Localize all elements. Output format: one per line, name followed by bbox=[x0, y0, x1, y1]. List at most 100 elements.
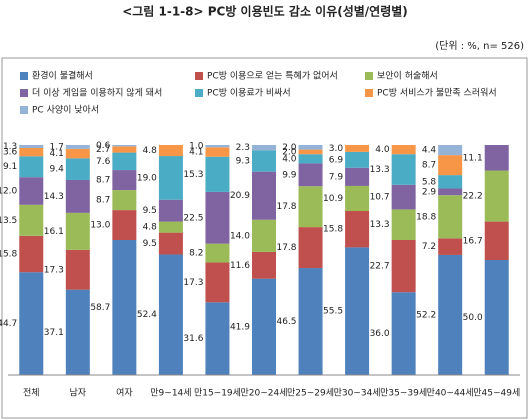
bar-segment bbox=[205, 262, 230, 303]
bar-segment bbox=[484, 221, 509, 260]
chart-subtitle: (단위 : %, n= 526) bbox=[435, 39, 524, 52]
bar-segment bbox=[112, 210, 137, 240]
legend-label: PC 사양이 낮아서 bbox=[32, 105, 99, 116]
bar-segment bbox=[391, 154, 416, 185]
legend-label: PC방 이용료가 비싸서 bbox=[207, 88, 291, 99]
value-label: 12.0 bbox=[0, 187, 18, 197]
bar-segment bbox=[205, 147, 230, 157]
bar-segment bbox=[438, 145, 463, 156]
x-tick-label: 만9~14세 bbox=[150, 388, 191, 399]
bar-segment bbox=[205, 302, 230, 375]
bar-segment bbox=[298, 154, 323, 164]
x-tick-label: 만25~29세 bbox=[287, 388, 334, 399]
legend-label: PC방 이용으로 얻는 특혜가 없어서 bbox=[207, 70, 338, 82]
bar-segment bbox=[205, 145, 230, 148]
legend-swatch bbox=[20, 72, 28, 80]
value-label: 20.9 bbox=[230, 191, 250, 201]
legend-label: 환경이 불결해서 bbox=[32, 70, 93, 82]
value-label: 9.3 bbox=[236, 156, 250, 166]
value-label: 8.2 bbox=[189, 249, 203, 259]
x-tick-label: 여자 bbox=[116, 387, 133, 399]
bar-segment bbox=[158, 232, 183, 255]
bar-segment bbox=[252, 219, 276, 252]
bar-segment bbox=[252, 145, 276, 151]
bar-segment bbox=[298, 186, 323, 228]
bar-segment bbox=[298, 227, 323, 269]
value-label: 3.6 bbox=[3, 148, 18, 158]
value-label: 2.9 bbox=[422, 187, 437, 197]
value-label: 9.1 bbox=[3, 162, 17, 172]
value-label: 46.5 bbox=[276, 317, 296, 327]
value-label: 9.4 bbox=[49, 165, 64, 175]
bar-segment bbox=[484, 170, 509, 222]
legend-swatch bbox=[20, 106, 28, 114]
value-label: 7.2 bbox=[422, 242, 436, 252]
value-label: 55.5 bbox=[323, 307, 343, 317]
value-label: 10.9 bbox=[323, 194, 343, 204]
value-label: 15.8 bbox=[0, 250, 18, 260]
value-label: 0.6 bbox=[96, 141, 111, 151]
chart-title: <그림 1-1-8> PC방 이용빈도 감소 이유(성별/연령별) bbox=[122, 4, 408, 19]
bar-segment bbox=[19, 204, 44, 236]
legend-swatch bbox=[365, 89, 373, 97]
value-label: 4.1 bbox=[49, 149, 63, 159]
bar-segment bbox=[391, 145, 416, 155]
value-label: 16.1 bbox=[44, 227, 64, 237]
value-label: 8.7 bbox=[96, 176, 110, 186]
value-label: 4.8 bbox=[143, 146, 158, 156]
bar-segment bbox=[298, 163, 323, 187]
value-label: 6.9 bbox=[329, 155, 344, 165]
value-label: 58.7 bbox=[90, 303, 110, 313]
bar-segment bbox=[391, 209, 416, 240]
legend-label: PC방 서비스가 불만족 스러워서 bbox=[377, 88, 497, 99]
value-label: 41.9 bbox=[230, 322, 250, 332]
value-label: 9.9 bbox=[282, 170, 297, 180]
bar-segment bbox=[19, 145, 44, 148]
value-label: 5.8 bbox=[422, 177, 437, 187]
bar-segment bbox=[19, 272, 44, 375]
value-label: 14.0 bbox=[230, 231, 250, 241]
bar-segment bbox=[112, 146, 137, 153]
bar-segment bbox=[391, 239, 416, 293]
bar-segment bbox=[112, 239, 137, 375]
bar-segment bbox=[252, 251, 276, 279]
value-label: 10.7 bbox=[370, 193, 390, 203]
legend-label: 더 이상 게임을 이용하지 않게 돼서 bbox=[32, 87, 162, 99]
value-label: 17.8 bbox=[276, 243, 296, 253]
frame bbox=[1, 57, 528, 419]
bar-segment bbox=[65, 212, 90, 250]
legend-swatch bbox=[195, 72, 203, 80]
value-label: 3.0 bbox=[329, 144, 344, 154]
value-label: 14.3 bbox=[44, 192, 64, 202]
value-label: 17.3 bbox=[183, 278, 203, 288]
value-label: 8.7 bbox=[422, 161, 436, 171]
value-label: 13.5 bbox=[0, 216, 17, 226]
value-label: 37.1 bbox=[44, 328, 64, 338]
bar-segment bbox=[391, 184, 416, 210]
bar-segment bbox=[484, 260, 509, 375]
value-label: 44.7 bbox=[0, 319, 17, 329]
bar-segment bbox=[252, 150, 276, 172]
value-label: 17.3 bbox=[44, 265, 64, 275]
value-label: 9.5 bbox=[143, 239, 157, 249]
value-label: 19.0 bbox=[137, 173, 157, 183]
value-label: 11.1 bbox=[463, 153, 483, 163]
bar-segment bbox=[252, 171, 276, 220]
value-label: 1.7 bbox=[49, 142, 63, 152]
value-label: 18.8 bbox=[416, 212, 436, 222]
value-label: 2.3 bbox=[236, 143, 250, 153]
bar-segment bbox=[158, 199, 183, 222]
value-label: 4.0 bbox=[375, 145, 390, 155]
bar-segment bbox=[112, 190, 137, 211]
value-label: 13.3 bbox=[370, 165, 390, 175]
value-label: 7.9 bbox=[329, 172, 344, 182]
bar-segment bbox=[158, 145, 183, 157]
value-label: 15.3 bbox=[183, 170, 203, 180]
value-label: 17.8 bbox=[276, 202, 296, 212]
bar-segment bbox=[65, 148, 90, 159]
value-label: 22.2 bbox=[463, 192, 483, 202]
bar-segment bbox=[298, 268, 323, 375]
bar-segment bbox=[205, 156, 230, 192]
bar-segment bbox=[19, 156, 44, 178]
